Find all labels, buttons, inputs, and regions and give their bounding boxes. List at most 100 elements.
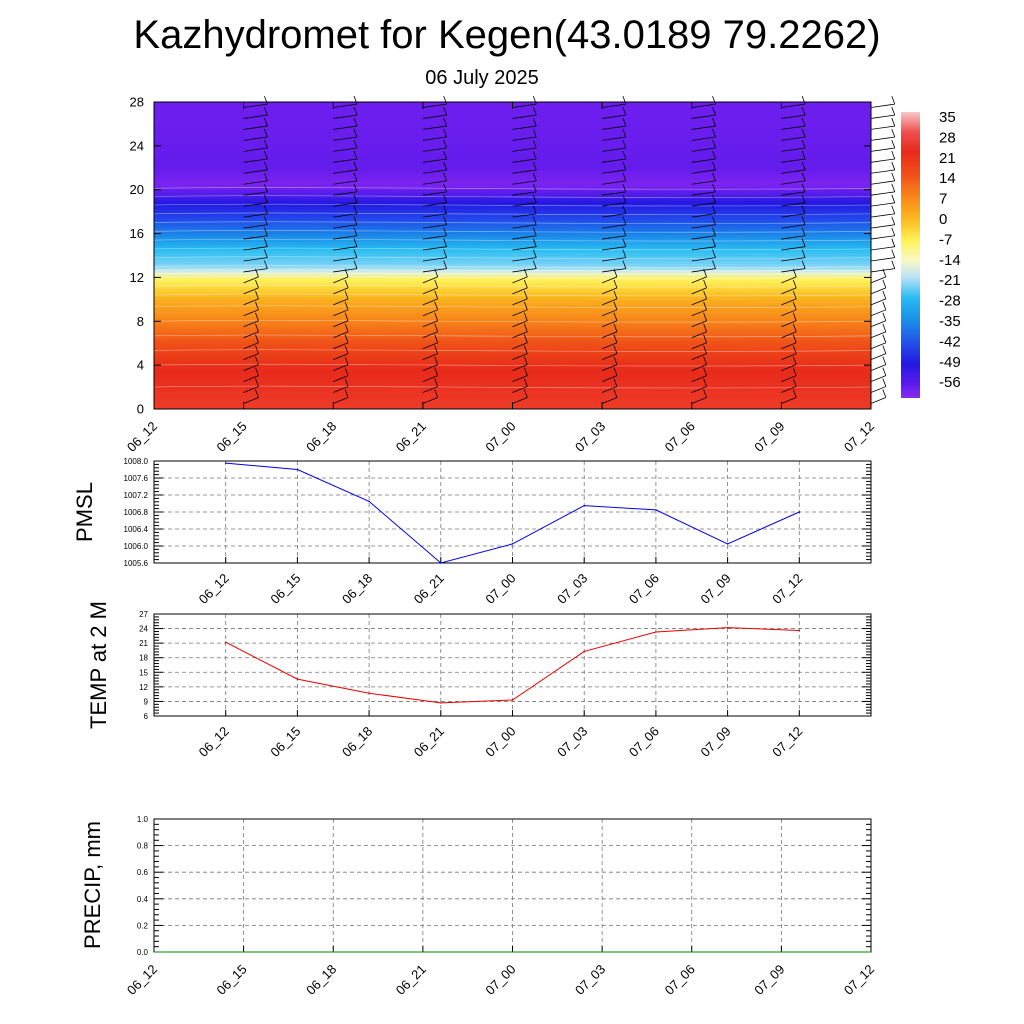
heatmap-band [154, 260, 871, 265]
heatmap-band [154, 244, 871, 248]
heatmap-band [154, 211, 871, 215]
isotherm-line [154, 276, 871, 279]
heatmap-band [154, 148, 871, 152]
x-tick-label: 07_09 [751, 962, 787, 998]
y-tick-label: 0 [137, 402, 144, 417]
heatmap-band [154, 304, 871, 308]
heatmap-band [154, 364, 871, 369]
heatmap-band [154, 139, 871, 144]
heatmap-band [154, 142, 871, 147]
heatmap-band [154, 362, 871, 366]
y-tick-label: 28 [130, 95, 144, 110]
colorbar-label: -35 [939, 313, 961, 330]
y-tick-label: 1007.2 [124, 491, 149, 500]
x-tick-label: 07_12 [769, 724, 805, 760]
heatmap-band [154, 150, 871, 155]
heatmap-band [154, 337, 871, 341]
heatmap-band [154, 359, 871, 363]
heatmap-band [154, 189, 871, 193]
heatmap-band [154, 153, 871, 158]
x-tick-label: 07_03 [572, 419, 608, 455]
heatmap-band [154, 137, 871, 141]
y-tick-label: 12 [139, 683, 148, 692]
heatmap-band [154, 134, 871, 139]
heatmap-band [154, 386, 871, 391]
heatmap-band [154, 213, 871, 218]
x-tick-label: 06_12 [196, 571, 232, 607]
heatmap-band [154, 307, 871, 311]
y-tick-label: 1006.0 [124, 542, 149, 551]
heatmap-band [154, 351, 871, 355]
y-tick-label: 1.0 [137, 815, 149, 824]
heatmap-band [154, 342, 871, 347]
heatmap-band [154, 312, 871, 317]
isotherm-line [154, 212, 871, 216]
y-tick-label: 15 [139, 668, 148, 677]
heatmap-band [154, 205, 871, 210]
heatmap-band [154, 298, 871, 303]
heatmap-band [154, 277, 871, 281]
figure-title: Kazhydromet for Kegen(43.0189 79.2262) [133, 13, 880, 57]
heatmap-band [154, 271, 871, 276]
isotherm-line [154, 247, 871, 251]
x-tick-label: 07_03 [554, 724, 590, 760]
y-tick-label: 20 [130, 182, 144, 197]
heatmap-band [154, 274, 871, 278]
wind-barb-column [870, 96, 896, 404]
x-tick-label: 07_00 [482, 419, 518, 455]
heatmap-band [154, 115, 871, 119]
x-tick-label: 07_03 [554, 571, 590, 607]
y-tick-label: 1005.6 [124, 559, 149, 568]
heatmap-band [154, 345, 871, 350]
colorbar-label: 0 [939, 211, 947, 228]
y-tick-label: 24 [139, 625, 148, 634]
cross-section-y-axis: 0 4 8 12 16 20 24 28 [130, 95, 871, 417]
x-tick-label: 06_21 [411, 724, 447, 760]
x-tick-label: 06_12 [124, 419, 160, 455]
heatmap-band [154, 282, 871, 287]
heatmap-band [154, 183, 871, 188]
heatmap-band [154, 375, 871, 380]
isotherm-line [154, 305, 871, 308]
heatmap-band [154, 175, 871, 180]
heatmap-band [154, 334, 871, 339]
heatmap-band [154, 145, 871, 149]
x-tick-label: 06_15 [267, 724, 303, 760]
heatmap-band [154, 159, 871, 163]
wind-barb-column [601, 96, 627, 404]
figure-subtitle: 06 July 2025 [425, 67, 538, 89]
heatmap-band [154, 178, 871, 182]
heatmap-band [154, 109, 871, 114]
heatmap-band [154, 112, 871, 117]
colorbar-label: -42 [939, 333, 961, 350]
heatmap-band [154, 186, 871, 191]
heatmap-band [154, 340, 871, 344]
colorbar-label: -28 [939, 293, 961, 310]
heatmap-band [154, 296, 871, 300]
x-tick-label: 07_00 [482, 962, 518, 998]
wind-barb-column [333, 96, 358, 404]
y-tick-label: 1006.4 [124, 525, 149, 534]
heatmap-band [154, 266, 871, 270]
heatmap-band [154, 208, 871, 213]
isotherm-line [154, 272, 871, 275]
colorbar-label: 35 [939, 109, 956, 126]
isotherm-line [154, 268, 871, 272]
isotherm-line [154, 334, 871, 338]
heatmap-band [154, 222, 871, 226]
y-tick-label: 0.0 [137, 948, 149, 957]
y-tick-label: 0.4 [137, 895, 149, 904]
colorbar-label: -21 [939, 272, 961, 289]
heatmap-band [154, 167, 871, 171]
isotherm-line [154, 238, 871, 242]
x-tick-label: 07_06 [626, 724, 662, 760]
heatmap-band [154, 268, 871, 273]
heatmap-band [154, 131, 871, 136]
heatmap-band [154, 230, 871, 234]
x-tick-label: 07_00 [482, 571, 518, 607]
heatmap-band [154, 392, 871, 396]
heatmap-band [154, 290, 871, 295]
heatmap-band [154, 216, 871, 221]
heatmap-band [154, 227, 871, 232]
colorbar-label: 14 [939, 170, 956, 187]
